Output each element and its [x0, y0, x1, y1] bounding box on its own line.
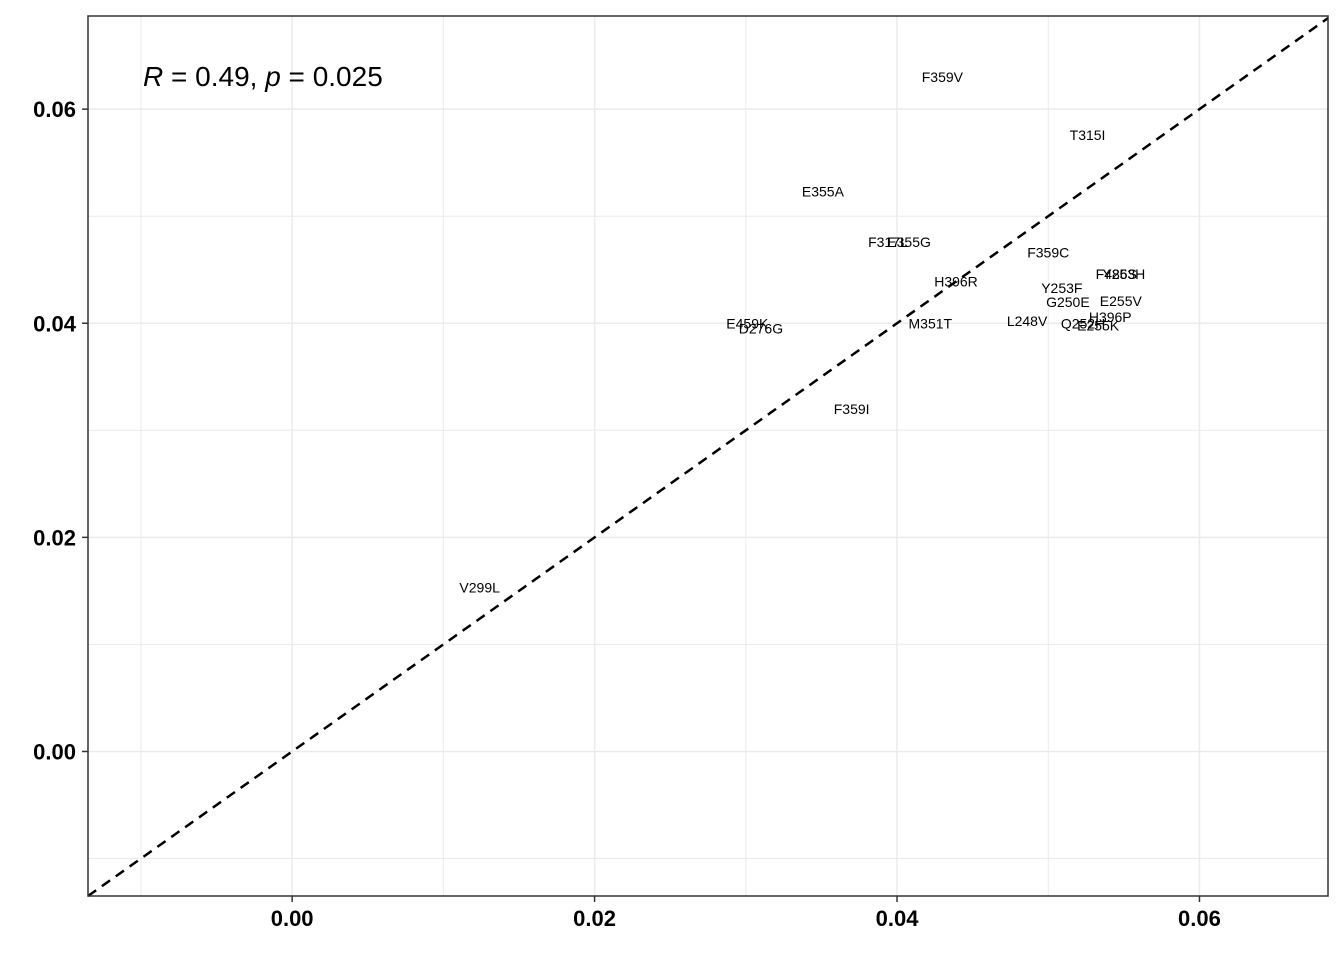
point-label: T315I — [1070, 127, 1106, 143]
point-label: F359I — [834, 401, 870, 417]
point-label: M351T — [909, 315, 953, 331]
plot-background — [88, 16, 1328, 896]
point-label: H396R — [934, 273, 978, 289]
annotation-p-value: = 0.025 — [281, 61, 383, 92]
x-tick-label: 0.02 — [573, 906, 616, 931]
reference-line — [87, 17, 1329, 898]
point-label: E459K — [726, 315, 769, 331]
plot-border — [87, 15, 1329, 897]
axes: 0.00 0.02 0.04 0.06 0.00 0.02 0.04 0.06 — [33, 97, 1221, 931]
point-label: F317L — [868, 234, 908, 250]
correlation-annotation: R = 0.49, p = 0.025 — [143, 61, 383, 92]
y-tick-label: 0.06 — [33, 97, 76, 122]
point-label: E355G — [887, 234, 931, 250]
point-label: V299L — [459, 580, 500, 596]
annotation-r-value: = 0.49, — [163, 61, 265, 92]
point-label: Y253F — [1041, 280, 1082, 296]
point-label: Y253H — [1102, 266, 1145, 282]
point-label: E255V — [1100, 293, 1143, 309]
point-label: G250E — [1046, 294, 1090, 310]
point-label: E355A — [802, 184, 845, 200]
y-tick-label: 0.04 — [33, 311, 77, 336]
point-label: Q252H — [1061, 315, 1105, 331]
y-tick-label: 0.02 — [33, 525, 76, 550]
point-label: D276G — [739, 321, 783, 337]
point-label: F359C — [1027, 245, 1069, 261]
point-label: H396P — [1089, 309, 1132, 325]
x-tick-label: 0.00 — [271, 906, 314, 931]
point-label: F486S — [1096, 266, 1137, 282]
identity-dashed-line — [87, 17, 1329, 898]
y-tick-label: 0.00 — [33, 739, 76, 764]
x-tick-label: 0.06 — [1178, 906, 1221, 931]
point-label: E255K — [1077, 317, 1120, 333]
point-label: F359V — [922, 69, 964, 85]
annotation-p-symbol: p — [264, 61, 281, 92]
grid-lines — [88, 16, 1328, 896]
x-tick-label: 0.04 — [876, 906, 920, 931]
annotation-r-symbol: R — [143, 61, 163, 92]
point-label: L248V — [1007, 313, 1048, 329]
